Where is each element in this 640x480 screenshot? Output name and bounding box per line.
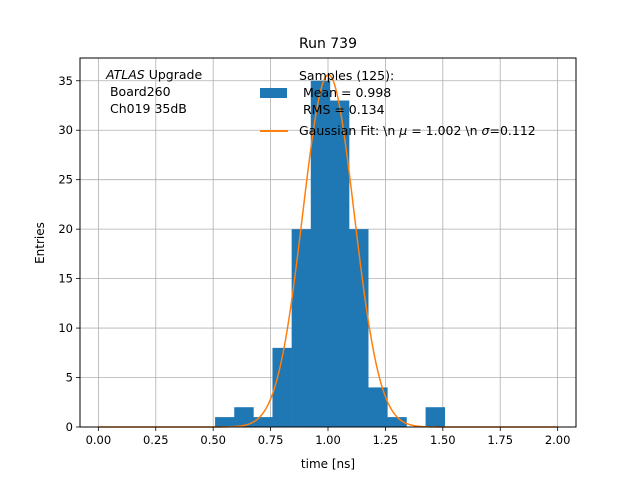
legend-fit-prefix: Gaussian Fit: \n [299,123,399,138]
x-axis-ticks: 0.00 0.25 0.50 0.75 1.00 1.25 1.50 1.75 2.00 [86,427,571,447]
y-axis-label: Entries [33,222,47,264]
legend-fit-sigma: σ [482,123,491,138]
legend-histogram-handle [260,88,287,98]
y-tick-label: 35 [58,74,73,88]
x-tick-label: 0.50 [200,433,226,447]
annotation-line-3: Ch019 35dB [106,101,187,116]
annotation-upgrade: Upgrade [145,67,203,82]
x-tick-label: 1.75 [487,433,513,447]
x-axis-label: time [ns] [301,457,355,471]
y-tick-label: 20 [58,222,73,236]
legend-fit-label: Gaussian Fit: \n μ = 1.002 \n σ=0.112 [299,123,536,138]
annotation-atlas: ATLAS [105,67,145,82]
histogram-bar [349,229,369,427]
histogram-bar [234,407,254,427]
legend-fit-mid: = 1.002 \n [407,123,481,138]
annotation-line-2: Board260 [106,84,171,99]
x-tick-label: 1.50 [430,433,456,447]
histogram-bar [310,80,331,427]
legend-fit-mu: μ [398,123,407,138]
histogram-bars [215,80,446,427]
histogram-bar [329,100,350,427]
histogram-bar [272,347,292,427]
x-tick-label: 0.25 [143,433,169,447]
legend: Samples (125): Mean = 0.998 RMS = 0.134 … [260,68,536,138]
x-tick-label: 1.00 [315,433,341,447]
y-tick-label: 25 [58,173,73,187]
y-tick-label: 10 [58,321,73,335]
histogram-bar [291,229,312,427]
legend-samples-line-2: Mean = 0.998 [299,85,391,100]
y-tick-label: 5 [66,371,73,385]
y-tick-label: 30 [58,123,73,137]
y-tick-label: 0 [66,420,73,434]
legend-fit-suffix: =0.112 [489,123,535,138]
legend-samples-line-3: RMS = 0.134 [299,102,385,117]
histogram-bar [253,417,273,427]
histogram-bar [215,417,235,427]
histogram-bar [425,407,446,427]
annotation-box: ATLAS Upgrade Board260 Ch019 35dB [105,67,202,116]
x-tick-label: 2.00 [545,433,571,447]
y-tick-label: 15 [58,272,73,286]
chart-title: Run 739 [299,36,357,52]
histogram-bar [368,387,388,427]
histogram-bar [387,417,407,427]
x-tick-label: 0.75 [258,433,284,447]
x-tick-label: 0.00 [86,433,112,447]
annotation-line-1: ATLAS Upgrade [105,67,202,82]
y-axis-ticks: 0 5 10 15 20 25 30 35 [58,74,80,434]
x-tick-label: 1.25 [373,433,399,447]
legend-samples-line-1: Samples (125): [299,68,394,83]
